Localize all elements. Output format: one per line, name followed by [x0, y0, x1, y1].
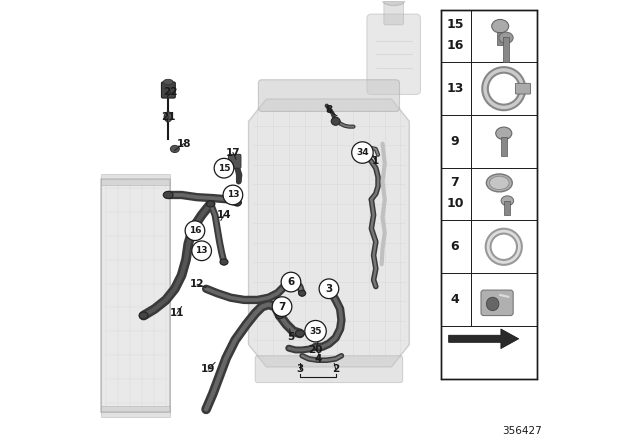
Text: 6: 6: [451, 240, 459, 253]
Ellipse shape: [170, 146, 179, 152]
Bar: [440, 9, 536, 379]
Ellipse shape: [207, 201, 214, 207]
Text: 11: 11: [170, 308, 184, 319]
Circle shape: [305, 320, 326, 342]
Circle shape: [192, 241, 211, 261]
Text: 16: 16: [189, 226, 201, 235]
Text: 14: 14: [217, 210, 231, 220]
Ellipse shape: [220, 259, 228, 265]
Text: 8: 8: [325, 105, 333, 115]
Ellipse shape: [501, 196, 514, 206]
FancyBboxPatch shape: [228, 154, 241, 168]
Text: 35: 35: [309, 327, 322, 336]
Text: 10: 10: [446, 198, 463, 211]
Circle shape: [214, 158, 234, 178]
Ellipse shape: [296, 330, 305, 337]
Text: 3: 3: [325, 284, 333, 294]
Text: 21: 21: [161, 112, 175, 122]
Text: 19: 19: [201, 364, 216, 374]
FancyBboxPatch shape: [515, 83, 531, 94]
Text: 4: 4: [314, 354, 321, 364]
Circle shape: [185, 221, 205, 241]
Ellipse shape: [163, 79, 173, 85]
Ellipse shape: [163, 191, 173, 198]
Circle shape: [223, 185, 243, 205]
Circle shape: [272, 297, 292, 316]
Ellipse shape: [287, 277, 295, 283]
Text: 356427: 356427: [502, 426, 542, 436]
Polygon shape: [248, 99, 410, 367]
Ellipse shape: [276, 312, 284, 319]
Text: 15: 15: [218, 164, 230, 172]
FancyBboxPatch shape: [384, 1, 403, 25]
Ellipse shape: [299, 290, 306, 296]
Ellipse shape: [486, 297, 499, 310]
Ellipse shape: [496, 127, 512, 140]
Ellipse shape: [499, 32, 513, 43]
Text: 22: 22: [163, 87, 178, 97]
Bar: [101, 174, 170, 185]
FancyBboxPatch shape: [255, 356, 403, 383]
Text: 12: 12: [190, 279, 204, 289]
Text: 5: 5: [287, 332, 294, 341]
FancyBboxPatch shape: [367, 14, 420, 95]
Text: 4: 4: [451, 293, 460, 306]
Text: 6: 6: [287, 277, 294, 287]
Text: 34: 34: [356, 148, 369, 157]
Ellipse shape: [331, 117, 340, 125]
Text: 3: 3: [296, 364, 303, 374]
Text: 18: 18: [177, 138, 191, 149]
Text: 7: 7: [451, 177, 460, 190]
FancyBboxPatch shape: [481, 290, 513, 315]
Text: 13: 13: [195, 246, 208, 255]
Circle shape: [281, 272, 301, 292]
FancyBboxPatch shape: [161, 82, 175, 98]
Bar: [101, 179, 170, 412]
Text: 13: 13: [446, 82, 463, 95]
Ellipse shape: [492, 19, 509, 33]
Bar: [500, 137, 507, 155]
Text: 1: 1: [372, 156, 380, 167]
Text: 7: 7: [278, 302, 285, 312]
Ellipse shape: [383, 0, 405, 6]
FancyBboxPatch shape: [259, 80, 399, 112]
Polygon shape: [449, 329, 519, 349]
Ellipse shape: [139, 312, 148, 319]
Bar: [101, 179, 170, 412]
Text: 20: 20: [308, 345, 323, 355]
Circle shape: [319, 279, 339, 298]
Circle shape: [352, 142, 373, 163]
Text: 13: 13: [227, 190, 239, 199]
Ellipse shape: [486, 174, 512, 192]
Bar: [497, 32, 503, 45]
Text: 15: 15: [446, 18, 463, 31]
Ellipse shape: [490, 176, 509, 190]
Text: 16: 16: [446, 39, 463, 52]
Bar: [503, 37, 509, 62]
Bar: [101, 406, 170, 417]
Ellipse shape: [234, 199, 241, 206]
Text: 2: 2: [332, 364, 339, 374]
Text: 9: 9: [451, 135, 459, 148]
Text: 17: 17: [225, 147, 240, 158]
Bar: [504, 201, 509, 215]
Ellipse shape: [164, 112, 172, 122]
